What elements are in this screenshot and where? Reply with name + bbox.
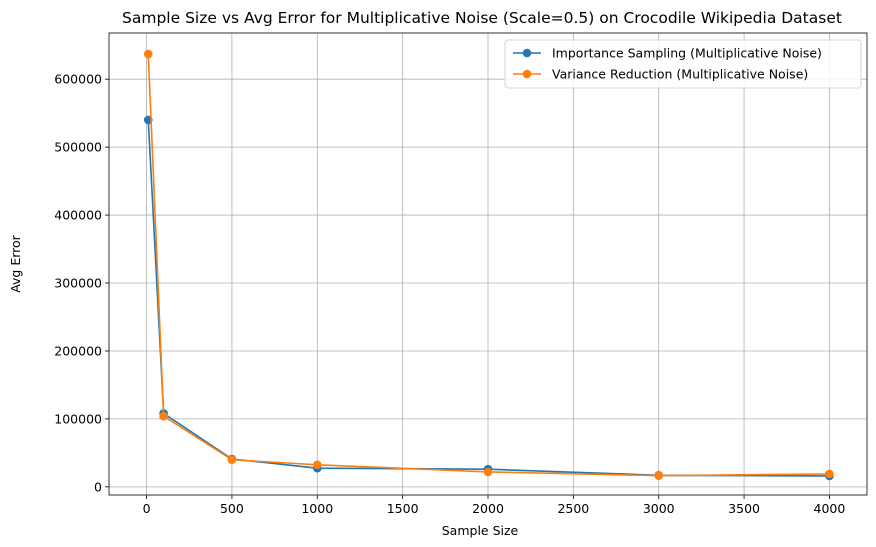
x-tick-label: 4000 xyxy=(814,501,846,516)
data-point xyxy=(483,467,493,477)
x-tick-label: 2500 xyxy=(557,501,589,516)
data-point xyxy=(159,411,168,421)
x-tick-label: 1000 xyxy=(301,501,333,516)
legend-label: Importance Sampling (Multiplicative Nois… xyxy=(552,46,822,61)
data-point xyxy=(227,455,237,464)
legend-marker xyxy=(522,48,532,58)
legend-item: Variance Reduction (Multiplicative Noise… xyxy=(513,67,808,82)
legend-label: Variance Reduction (Multiplicative Noise… xyxy=(552,67,808,82)
x-axis-label: Sample Size xyxy=(442,523,519,538)
x-tick-label: 1500 xyxy=(387,501,419,516)
series-2 xyxy=(143,49,834,480)
x-tick-label: 0 xyxy=(143,501,151,516)
x-tick-label: 3000 xyxy=(643,501,675,516)
tick-layer: 0 500 1000 1500 2000 2500 3000 3500 4000 0 100000 2… xyxy=(54,72,845,516)
y-tick-label: 400000 xyxy=(54,208,102,223)
x-tick-label: 2000 xyxy=(472,501,504,516)
y-tick-label: 200000 xyxy=(54,343,102,358)
y-axis-label: Avg Error xyxy=(8,234,23,292)
legend-marker xyxy=(522,69,532,79)
data-point xyxy=(825,469,834,479)
chart-title: Sample Size vs Avg Error for Multiplicat… xyxy=(122,9,842,27)
data-point xyxy=(312,460,322,470)
legend-item: Importance Sampling (Multiplicative Nois… xyxy=(513,46,822,61)
series-layer xyxy=(143,49,834,481)
series-1 xyxy=(143,115,834,481)
data-point xyxy=(143,49,153,59)
series-line xyxy=(147,54,830,477)
grid-layer xyxy=(109,33,867,495)
y-tick-label: 500000 xyxy=(54,140,102,155)
y-tick-label: 100000 xyxy=(54,411,102,426)
data-point xyxy=(654,471,664,480)
y-tick-label: 600000 xyxy=(54,72,102,87)
series-line xyxy=(147,119,830,477)
x-tick-label: 3500 xyxy=(728,501,760,516)
y-tick-label: 300000 xyxy=(54,276,102,291)
legend-box xyxy=(504,39,862,89)
y-tick-label: 0 xyxy=(94,479,102,494)
legend: Importance Sampling (Multiplicative Nois… xyxy=(504,39,862,89)
x-tick-label: 500 xyxy=(220,501,244,516)
